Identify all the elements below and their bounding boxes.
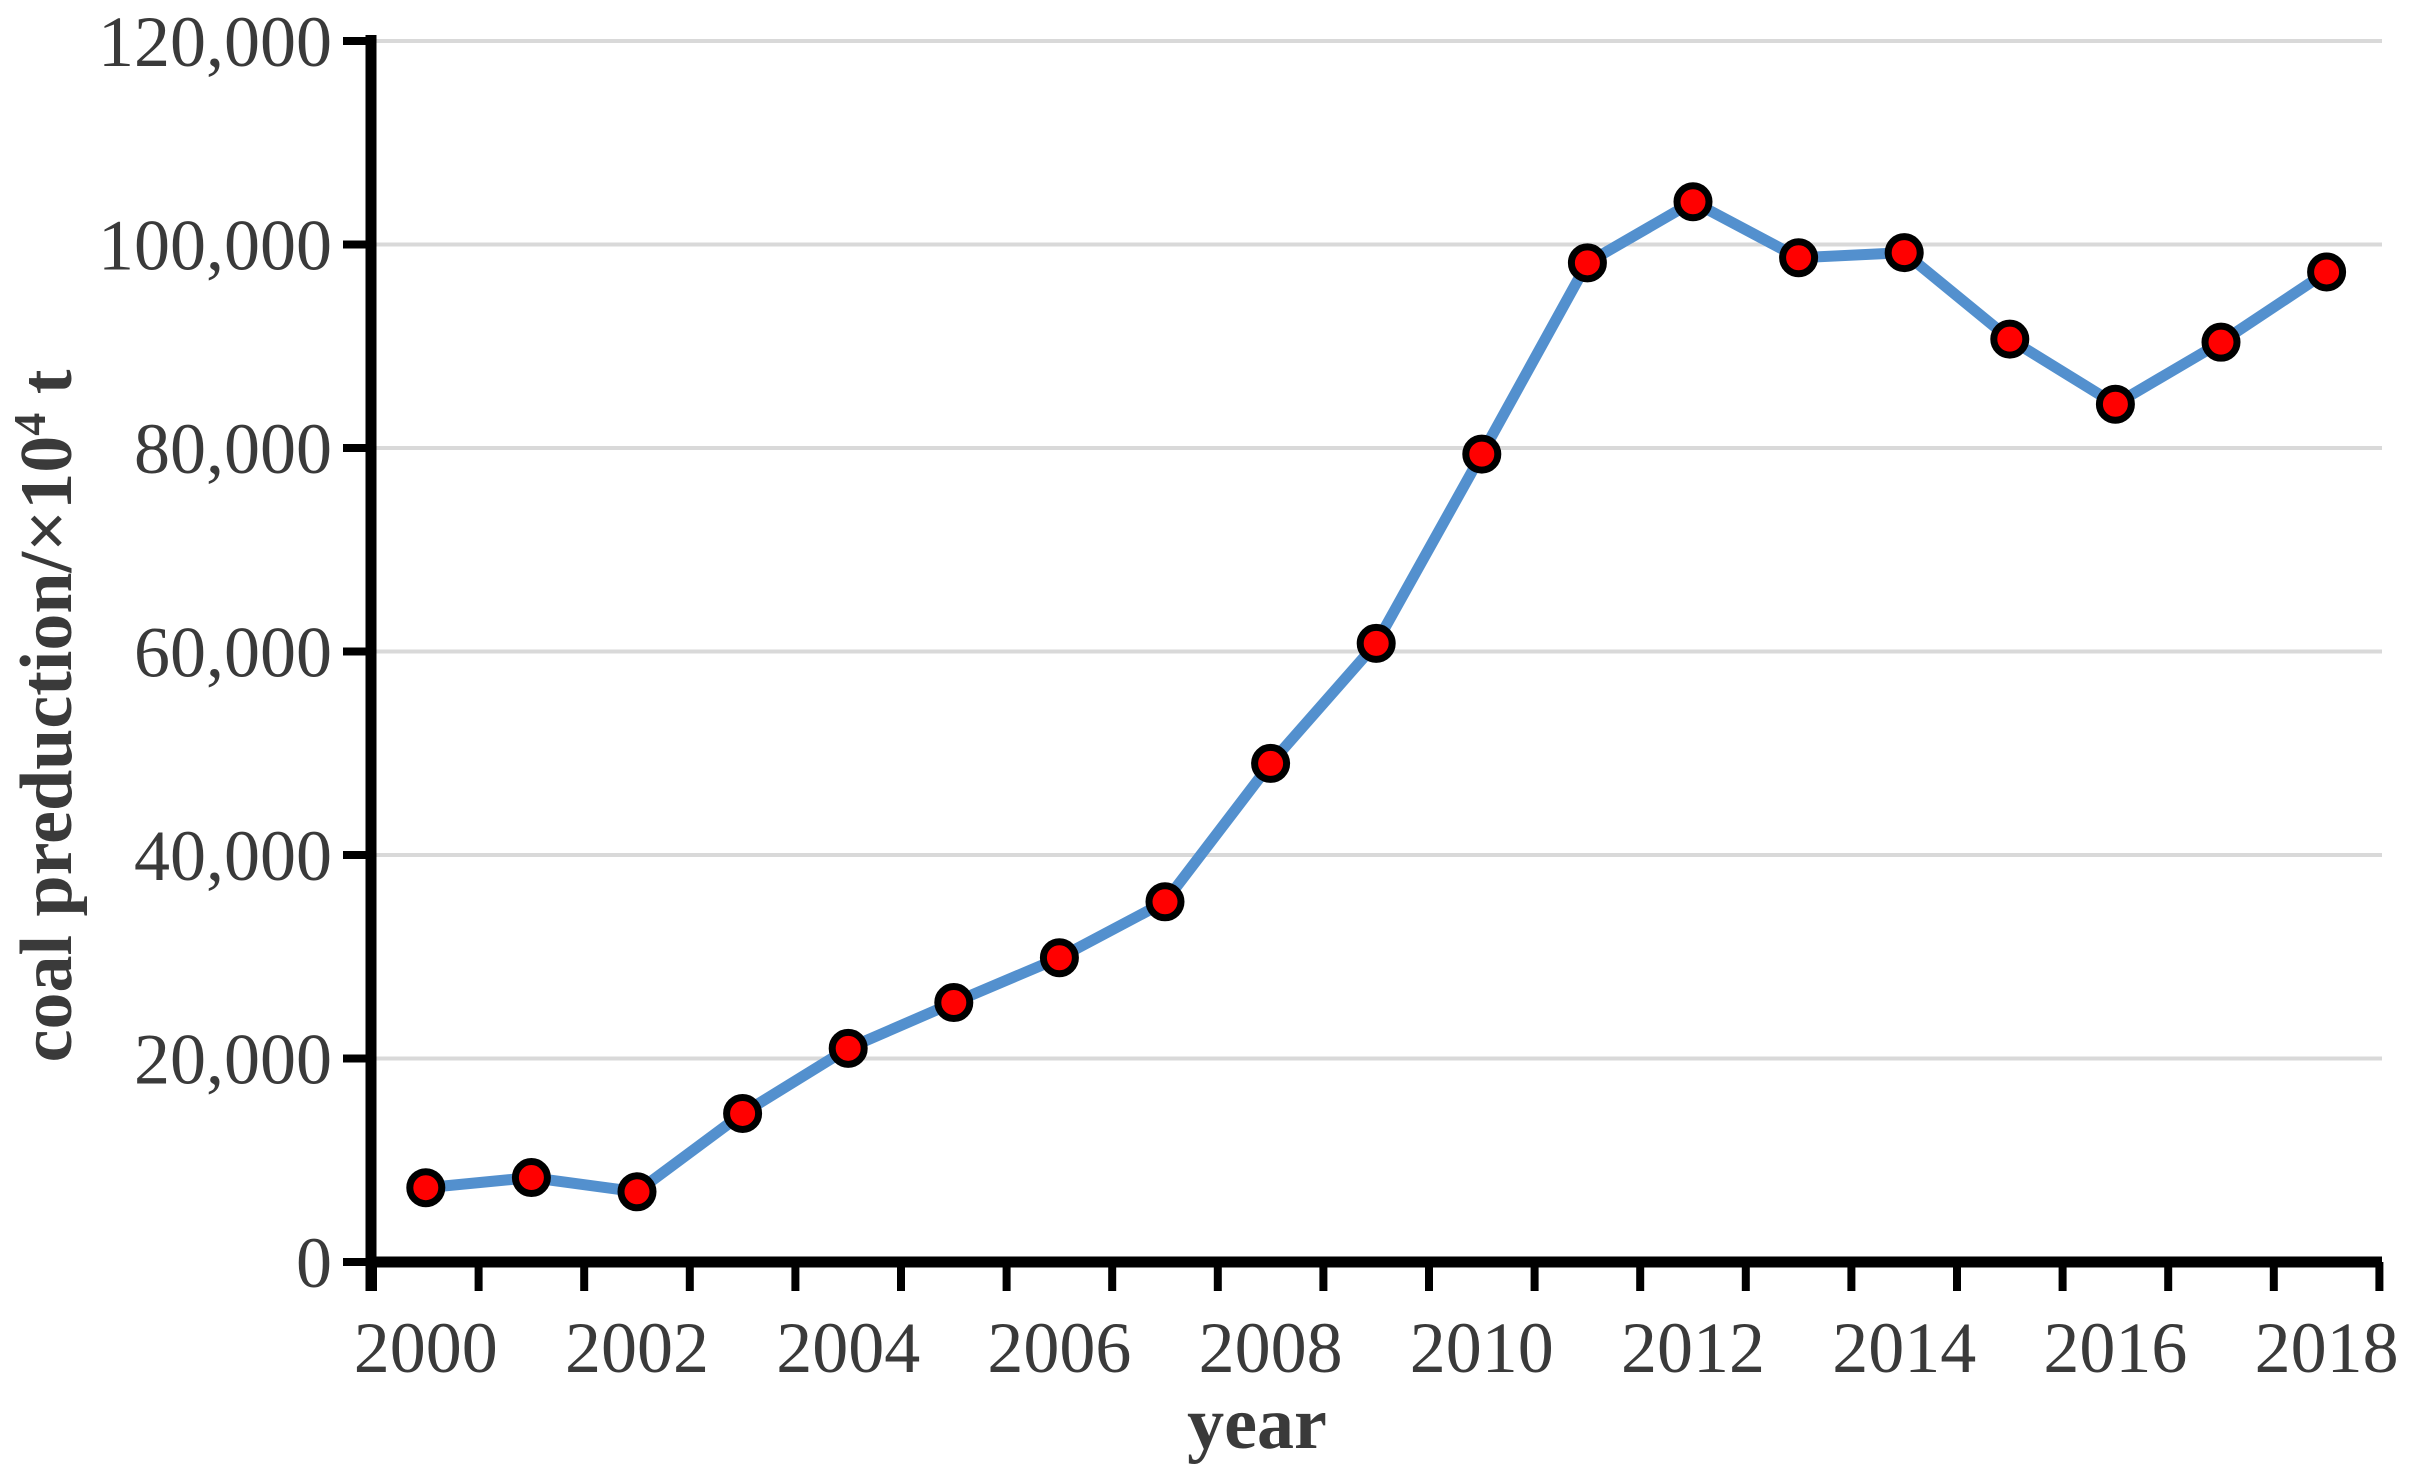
data-point-marker — [1884, 233, 1924, 273]
series-line — [420, 196, 2333, 1198]
gridlines-layer — [371, 39, 2382, 1061]
data-point-marker — [828, 1028, 868, 1068]
y-tick-label: 120,000 — [98, 2, 332, 82]
data-point-marker — [1251, 743, 1291, 783]
x-tick-label: 2010 — [1410, 1308, 1554, 1388]
x-tick-label: 2000 — [354, 1308, 498, 1388]
axes-layer — [343, 35, 2384, 1291]
data-point-marker — [1356, 623, 1396, 663]
data-point-marker — [1673, 182, 1713, 222]
data-point-marker — [1145, 882, 1185, 922]
y-tick-label: 100,000 — [98, 206, 332, 286]
data-point-marker — [2201, 322, 2241, 362]
data-point-marker — [2095, 384, 2135, 424]
x-tick-label: 2006 — [987, 1308, 1131, 1388]
y-tick-label: 0 — [296, 1223, 332, 1303]
data-point-marker — [1039, 938, 1079, 978]
series-layer — [406, 182, 2347, 1212]
x-tick-label: 2016 — [2043, 1308, 2187, 1388]
data-point-marker — [723, 1093, 763, 1133]
y-tick-label: 20,000 — [134, 1020, 332, 1100]
data-point-marker — [1990, 319, 2030, 359]
data-point-marker — [617, 1172, 657, 1212]
axis-labels-layer: 0 20,000 40,000 60,000 80,000 100,000 120,000 2… — [98, 2, 2399, 1388]
x-tick-label: 2014 — [1832, 1308, 1976, 1388]
y-tick-label: 40,000 — [134, 816, 332, 896]
y-axis-title-superscript: 4 — [4, 413, 55, 436]
data-point-marker — [1462, 434, 1502, 474]
data-point-marker — [406, 1168, 446, 1208]
y-tick-label: 60,000 — [134, 613, 332, 693]
x-tick-label: 2004 — [776, 1308, 920, 1388]
data-point-marker — [511, 1158, 551, 1198]
data-point-marker — [1567, 243, 1607, 283]
x-axis-title: year — [1187, 1383, 1327, 1465]
y-axis-title: coal preduction/×104 t — [4, 369, 88, 1062]
axis-titles-layer: coal preduction/×104 t year — [4, 369, 1327, 1465]
x-tick-label: 2002 — [565, 1308, 709, 1388]
data-point-marker — [2307, 252, 2347, 292]
data-point-marker — [1779, 238, 1819, 278]
y-axis-title-tail: t — [6, 369, 88, 413]
x-tick-label: 2008 — [1199, 1308, 1343, 1388]
data-point-marker — [934, 983, 974, 1023]
y-tick-label: 80,000 — [134, 409, 332, 489]
x-tick-label: 2018 — [2255, 1308, 2399, 1388]
y-axis-title-main: coal preduction/×10 — [6, 436, 88, 1063]
x-tick-label: 2012 — [1621, 1308, 1765, 1388]
